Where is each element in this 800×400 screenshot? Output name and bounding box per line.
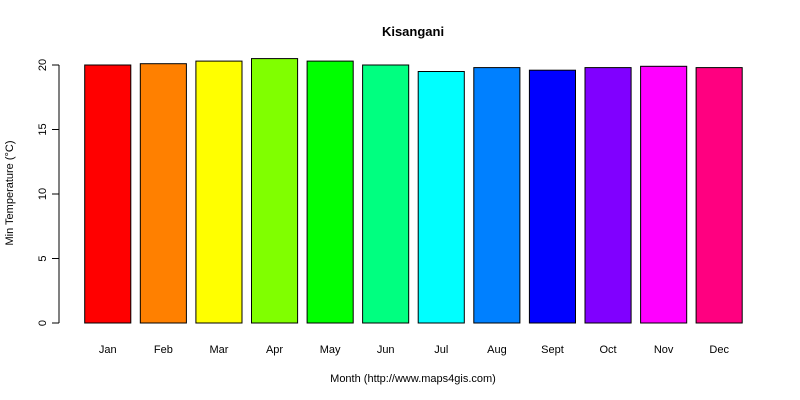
y-tick-label: 10 [37, 188, 49, 200]
bar-oct [584, 67, 632, 324]
y-tick-label: 15 [37, 123, 49, 135]
bar-dec [695, 67, 743, 324]
x-tick-label: Jun [377, 344, 395, 356]
bar-sept [528, 69, 577, 324]
bar-jan [84, 64, 132, 324]
x-tick-label: Oct [599, 344, 616, 356]
x-tick-label: Apr [266, 344, 283, 356]
x-tick-label: May [320, 344, 341, 356]
x-tick-label: Nov [654, 344, 674, 356]
bar-feb [139, 63, 187, 324]
bar-jul [417, 71, 465, 324]
bar-jun [362, 64, 410, 324]
y-axis: 0 5 10 15 20 [37, 59, 60, 326]
y-tick-label: 20 [37, 59, 49, 71]
bar-aug [473, 67, 521, 324]
y-tick-label: 5 [37, 255, 49, 261]
bar-nov [640, 65, 688, 324]
x-axis-label: Month (http://www.maps4gis.com) [330, 373, 496, 385]
y-axis-label: Min Temperature (°C) [4, 140, 16, 245]
x-tick-label: Aug [487, 344, 507, 356]
x-tick-label: Sept [541, 344, 564, 356]
x-axis-tick-labels: Jan Feb Mar Apr May Jun Jul Aug Sept Oct Nov Dec [99, 344, 730, 356]
bar-apr [251, 58, 299, 324]
x-tick-label: Dec [709, 344, 729, 356]
y-tick-label: 0 [37, 320, 49, 326]
x-tick-label: Mar [210, 344, 229, 356]
bar-mar [195, 60, 243, 324]
x-tick-label: Jul [434, 344, 448, 356]
bar-may [306, 60, 354, 324]
x-tick-label: Jan [99, 344, 117, 356]
x-tick-label: Feb [154, 344, 173, 356]
chart-title: Kisangani [382, 24, 444, 39]
bar-group [84, 58, 743, 324]
